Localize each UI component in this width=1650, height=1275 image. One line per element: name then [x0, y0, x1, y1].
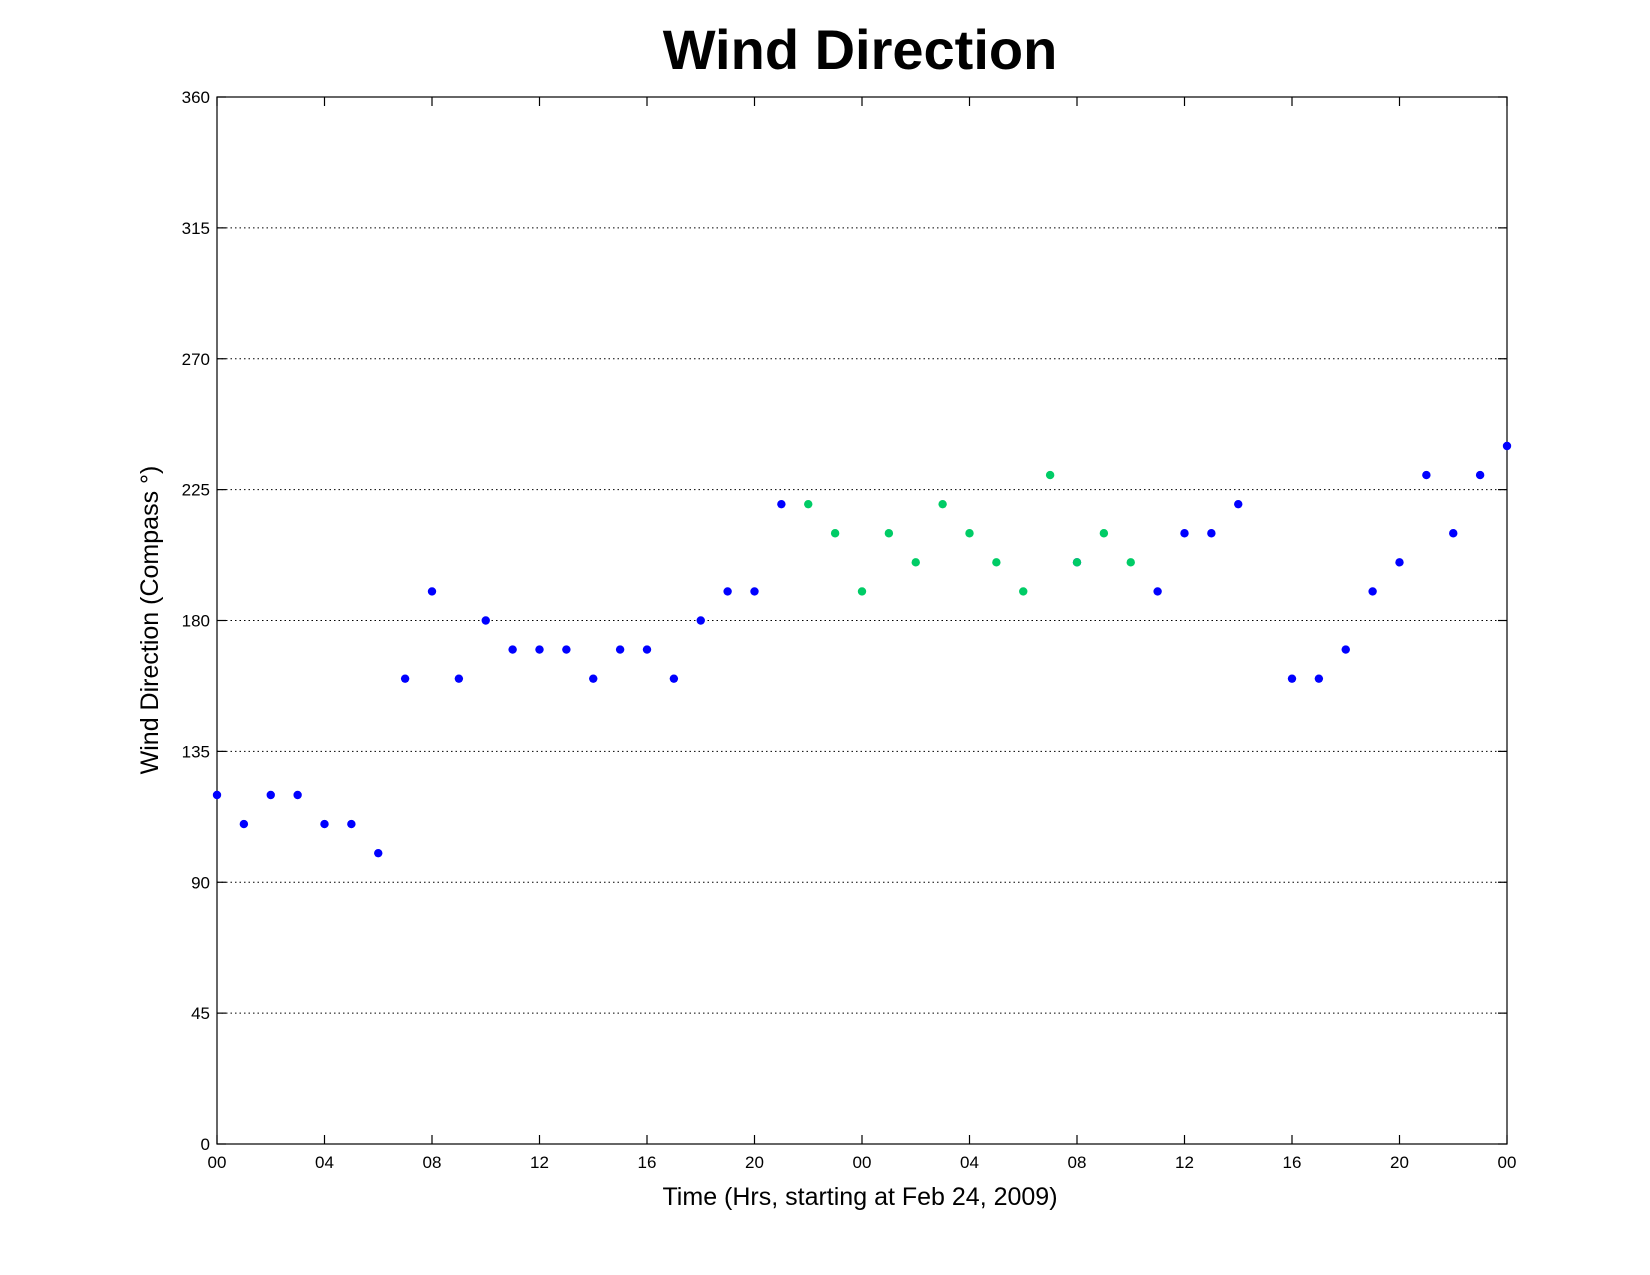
data-point [1341, 645, 1350, 654]
x-tick-label: 00 [853, 1153, 872, 1172]
data-point [481, 616, 490, 625]
data-point [212, 790, 222, 800]
y-tick-label: 180 [182, 612, 210, 631]
data-point [1502, 441, 1512, 451]
x-tick-label: 20 [745, 1153, 764, 1172]
chart-title: Wind Direction [663, 18, 1058, 81]
x-axis-label: Time (Hrs, starting at Feb 24, 2009) [662, 1183, 1057, 1211]
data-point [454, 674, 464, 683]
data-point [750, 587, 759, 596]
data-point [1045, 470, 1055, 480]
y-tick-label: 0 [201, 1135, 210, 1154]
data-point [400, 674, 410, 683]
x-tick-label: 04 [960, 1153, 979, 1172]
data-point [374, 848, 383, 858]
y-tick-label: 225 [182, 481, 210, 500]
x-tick-label: 00 [1498, 1153, 1517, 1172]
data-point [589, 674, 598, 683]
data-point [723, 587, 732, 596]
data-point [992, 558, 1001, 567]
y-tick-label: 90 [191, 873, 210, 892]
data-point [1180, 529, 1189, 538]
data-point [1395, 558, 1404, 567]
data-point [347, 819, 356, 829]
x-tick-label: 08 [423, 1153, 442, 1172]
data-point [642, 645, 652, 654]
data-point [293, 790, 302, 800]
data-point [696, 616, 705, 625]
data-point [239, 819, 249, 829]
data-point [427, 587, 437, 596]
data-point [911, 558, 920, 567]
data-point [1287, 674, 1297, 683]
data-point [1099, 529, 1109, 538]
tick-layer: 0 45 90 135 180 225 270 315 360 00 04 08 12 16 20 00 04 0… [182, 88, 1517, 1172]
data-point [965, 529, 974, 538]
data-point [1234, 499, 1243, 509]
x-tick-label: 16 [1283, 1153, 1302, 1172]
point-layer [212, 441, 1512, 858]
y-tick-label: 315 [182, 219, 210, 238]
data-point [1368, 587, 1377, 596]
x-tick-label: 12 [1175, 1153, 1194, 1172]
data-point [1475, 470, 1485, 480]
data-point [1422, 470, 1431, 480]
data-point [804, 499, 813, 509]
data-point [508, 645, 517, 654]
y-tick-label: 45 [191, 1004, 210, 1023]
data-point [535, 645, 544, 654]
data-point [1153, 587, 1162, 596]
data-point [857, 587, 867, 596]
data-point [1449, 529, 1458, 538]
data-point [830, 529, 840, 538]
x-tick-label: 12 [530, 1153, 549, 1172]
grid-layer [217, 227, 1507, 1014]
data-point [615, 645, 625, 654]
y-tick-label: 360 [182, 88, 210, 107]
data-point [320, 819, 329, 829]
y-tick-label: 135 [182, 742, 210, 761]
x-tick-label: 16 [638, 1153, 657, 1172]
data-point [1019, 587, 1028, 596]
data-point [1314, 674, 1324, 683]
x-tick-label: 08 [1068, 1153, 1087, 1172]
data-point [669, 674, 679, 683]
data-point [938, 499, 947, 509]
data-point [777, 499, 786, 509]
x-tick-label: 20 [1390, 1153, 1409, 1172]
y-axis-label: Wind Direction (Compass °) [136, 466, 164, 775]
data-point [1072, 558, 1082, 567]
data-point [1207, 529, 1216, 538]
x-tick-label: 00 [208, 1153, 227, 1172]
y-tick-label: 270 [182, 350, 210, 369]
data-point [266, 790, 275, 800]
data-point [562, 645, 571, 654]
data-point [884, 529, 894, 538]
x-tick-label: 04 [315, 1153, 334, 1172]
data-point [1126, 558, 1135, 567]
